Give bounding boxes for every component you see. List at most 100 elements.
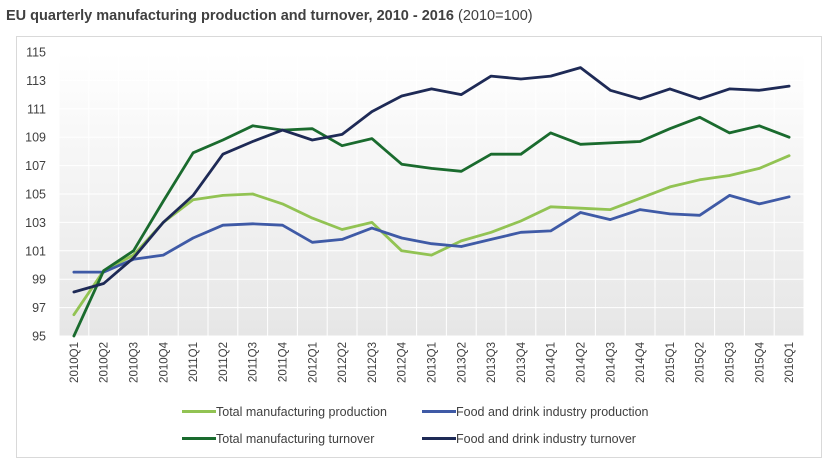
data-point	[281, 224, 284, 227]
data-point	[579, 207, 582, 210]
data-point	[519, 153, 523, 156]
data-point	[72, 270, 76, 274]
x-tick-label: 2013Q3	[486, 342, 498, 383]
data-point	[758, 89, 761, 92]
data-point	[609, 141, 612, 145]
data-point	[698, 116, 701, 119]
data-point	[609, 208, 612, 211]
x-tick-label: 2010Q2	[99, 342, 111, 383]
data-point	[519, 219, 523, 223]
legend-label: Total manufacturing turnover	[216, 432, 375, 446]
data-point	[162, 253, 165, 257]
data-point	[549, 131, 552, 135]
data-point	[728, 87, 731, 91]
data-point	[251, 222, 254, 226]
data-point	[72, 290, 76, 294]
data-point	[549, 229, 552, 233]
chart-title-sub: (2010=100)	[454, 8, 533, 24]
x-tick-label: 2010Q1	[69, 342, 81, 383]
data-point	[579, 66, 582, 69]
data-point	[251, 124, 254, 128]
x-tick-label: 2011Q1	[188, 342, 200, 382]
x-tick-label: 2011Q3	[248, 342, 260, 382]
data-point	[102, 282, 105, 285]
data-point	[728, 131, 731, 135]
x-tick-label: 2010Q4	[158, 341, 170, 383]
data-point	[221, 138, 225, 142]
data-point	[460, 239, 463, 243]
data-point	[549, 205, 552, 208]
legend-item-food-and-drink-industry-production: Food and drink industry production	[422, 404, 648, 420]
data-point	[340, 144, 344, 147]
legend-label: Total manufacturing production	[216, 405, 387, 419]
data-point	[460, 93, 463, 96]
data-point	[579, 211, 582, 214]
data-point	[698, 214, 701, 217]
data-point	[191, 151, 195, 155]
y-tick-label: 115	[26, 46, 46, 60]
data-point	[430, 253, 433, 257]
data-point	[758, 167, 761, 170]
y-tick-label: 101	[25, 244, 46, 258]
data-point	[281, 202, 284, 206]
data-point	[668, 87, 672, 91]
data-point	[430, 242, 433, 245]
data-point	[787, 195, 791, 199]
x-tick-label: 2012Q3	[367, 342, 379, 383]
data-point	[340, 228, 344, 231]
data-point	[400, 94, 403, 98]
x-tick-label: 2012Q2	[337, 342, 349, 383]
x-tick-label: 2013Q2	[456, 342, 468, 383]
x-tick-label: 2013Q4	[516, 341, 528, 383]
data-point	[758, 202, 761, 206]
legend-swatch	[182, 437, 216, 441]
data-point	[609, 218, 612, 221]
x-tick-label: 2011Q4	[278, 341, 290, 382]
data-point	[340, 133, 344, 136]
y-tick-label: 99	[32, 273, 46, 287]
data-point	[400, 249, 403, 252]
data-point	[311, 216, 314, 220]
x-tick-label: 2015Q2	[695, 342, 707, 383]
data-point	[191, 236, 195, 240]
data-point	[638, 97, 642, 101]
y-tick-label: 111	[27, 102, 46, 116]
x-tick-label: 2014Q2	[576, 342, 588, 383]
legend-swatch	[182, 410, 216, 414]
data-point	[460, 245, 463, 248]
legend-item-food-and-drink-industry-turnover: Food and drink industry turnover	[422, 431, 636, 447]
data-point	[221, 224, 225, 227]
legend-swatch	[422, 410, 456, 414]
data-point	[400, 236, 403, 240]
data-point	[191, 194, 195, 197]
data-point	[221, 194, 225, 197]
data-point	[162, 199, 165, 203]
y-tick-label: 109	[25, 131, 46, 145]
x-tick-label: 2016Q1	[784, 342, 796, 383]
x-tick-label: 2011Q2	[218, 342, 230, 382]
legend-label: Food and drink industry production	[456, 405, 649, 419]
data-point	[251, 140, 254, 143]
data-point	[609, 89, 612, 92]
data-point	[430, 87, 433, 91]
data-point	[102, 269, 105, 272]
data-point	[370, 110, 374, 113]
data-point	[311, 241, 314, 244]
data-point	[519, 77, 523, 81]
y-tick-label: 97	[32, 301, 46, 315]
data-point	[370, 137, 374, 140]
data-point	[638, 140, 642, 143]
data-point	[698, 178, 701, 181]
data-point	[132, 256, 135, 260]
y-tick-label: 113	[26, 74, 46, 88]
y-tick-label: 95	[32, 330, 46, 344]
data-point	[579, 143, 582, 146]
data-point	[728, 194, 731, 197]
data-point	[370, 221, 374, 224]
data-point	[311, 127, 314, 130]
chart-title-main: EU quarterly manufacturing production an…	[6, 8, 454, 24]
data-point	[549, 74, 552, 78]
y-tick-label: 105	[25, 188, 46, 202]
data-point	[489, 238, 493, 241]
